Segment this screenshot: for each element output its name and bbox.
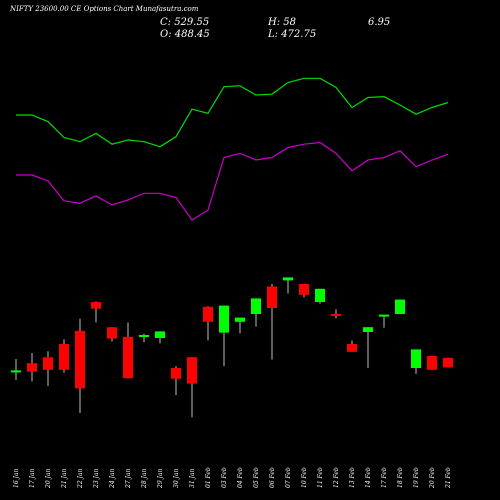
x-tick-label: 20 Feb [429, 467, 436, 489]
candle [155, 331, 165, 344]
candle-body [27, 363, 37, 372]
candle-body [299, 284, 309, 295]
x-axis-labels: 16 Jan 17 Jan 20 Jan 21 Jan 22 Jan 23 Jan 24 J… [13, 467, 452, 489]
x-tick-label: 10 Feb [301, 467, 308, 488]
candle [27, 353, 37, 382]
candle [203, 306, 213, 341]
x-tick-label: 23 Jan [93, 468, 100, 489]
indicator-lines [16, 77, 449, 221]
candle [107, 327, 117, 342]
candle [299, 284, 309, 298]
candle [59, 339, 69, 373]
chart-title: NIFTY 23600.00 CE Options Chart Munafasu… [10, 5, 199, 13]
candle-body [427, 356, 437, 370]
x-tick-label: 31 Jan [189, 468, 196, 488]
candle-body [43, 357, 53, 370]
x-tick-label: 18 Feb [397, 467, 404, 488]
candle-body [59, 344, 69, 370]
magenta-indicator-line [16, 141, 449, 221]
x-tick-label: 29 Jan [157, 468, 164, 489]
candle [123, 322, 133, 379]
x-tick-label: 12 Feb [333, 467, 340, 488]
candle [43, 351, 53, 386]
candle [139, 333, 149, 343]
candle [235, 317, 245, 334]
x-tick-label: 28 Jan [141, 468, 148, 489]
candle [315, 288, 325, 304]
x-tick-label: 17 Jan [29, 468, 36, 488]
candle-body [251, 298, 261, 314]
candle-body [91, 302, 101, 309]
x-tick-label: 16 Jan [13, 468, 20, 488]
x-tick-label: 20 Jan [45, 468, 52, 489]
x-tick-label: 21 Feb [445, 467, 452, 489]
candle-body [315, 288, 325, 302]
candle-body [75, 330, 85, 389]
candle-body [363, 327, 373, 332]
candle-body [267, 286, 277, 308]
x-tick-label: 05 Feb [253, 467, 260, 488]
candle [187, 357, 197, 418]
candle-body [331, 314, 341, 316]
candle [283, 277, 293, 294]
close-value: C: 529.55 [160, 17, 210, 28]
x-tick-label: 13 Feb [349, 467, 356, 488]
x-tick-label: 21 Jan [61, 468, 68, 489]
low-value: L: 472.75 [268, 29, 317, 40]
candle [379, 314, 389, 328]
high-value: H: 58 [268, 17, 296, 28]
x-tick-label: 30 Jan [173, 468, 180, 488]
extra-value: 6.95 [368, 17, 391, 28]
candle-body [283, 277, 293, 281]
candles [11, 277, 453, 418]
candle [395, 299, 405, 314]
candle-body [235, 317, 245, 322]
x-tick-label: 24 Jan [109, 468, 116, 489]
candle [427, 356, 437, 370]
x-tick-label: 06 Feb [269, 467, 276, 488]
candle [347, 340, 357, 352]
candle [91, 301, 101, 323]
x-tick-label: 27 Jan [125, 468, 132, 489]
candle [219, 305, 229, 367]
candle-body [379, 314, 389, 317]
candle-body [395, 299, 405, 314]
x-tick-label: 17 Feb [381, 467, 388, 488]
candle [443, 357, 453, 368]
x-tick-label: 01 Feb [205, 467, 212, 488]
x-tick-label: 11 Feb [317, 467, 324, 488]
candle [411, 349, 421, 374]
candle [75, 318, 85, 413]
candle-body [123, 336, 133, 379]
x-tick-label: 04 Feb [237, 467, 244, 488]
x-tick-label: 22 Jan [77, 468, 84, 489]
candle [11, 359, 21, 380]
candle-body [411, 349, 421, 368]
candle-body [347, 344, 357, 352]
candle-body [139, 335, 149, 337]
candle-body [107, 327, 117, 339]
candle-body [219, 305, 229, 333]
x-tick-label: 14 Feb [365, 467, 372, 488]
x-tick-label: 03 Feb [221, 467, 228, 488]
candle-body [155, 331, 165, 338]
candle [251, 298, 261, 327]
x-tick-label: 19 Feb [413, 467, 420, 488]
candle-body [187, 357, 197, 384]
candle [363, 327, 373, 368]
candle-body [443, 357, 453, 368]
x-tick-label: 07 Feb [285, 467, 292, 488]
green-indicator-line [16, 77, 449, 148]
candle-body [11, 370, 21, 373]
candle [331, 309, 341, 319]
candle-body [171, 368, 181, 379]
open-value: O: 488.45 [160, 29, 210, 40]
candle-body [203, 306, 213, 322]
candle [171, 366, 181, 395]
candle [267, 284, 277, 360]
